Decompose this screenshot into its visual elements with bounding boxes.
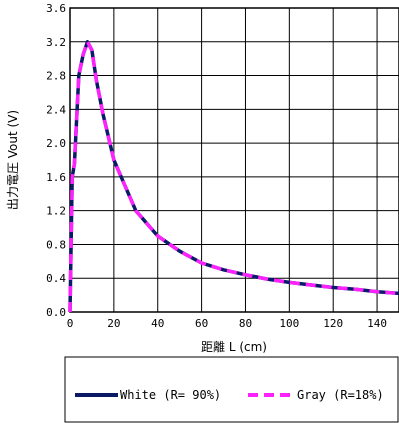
- legend: White (R= 90%) Gray (R=18%): [64, 356, 399, 423]
- x-axis-label: 距離 L (cm): [201, 340, 267, 354]
- y-tick-label: 0.4: [46, 272, 66, 285]
- x-tick-label: 140: [367, 317, 387, 330]
- y-tick-label: 3.2: [46, 36, 66, 49]
- x-tick-label: 40: [151, 317, 164, 330]
- y-tick-label: 1.2: [46, 205, 66, 218]
- x-tick-label: 80: [239, 317, 252, 330]
- plot-frame: [69, 7, 399, 313]
- x-tick-label: 100: [279, 317, 299, 330]
- x-tick-label: 20: [107, 317, 120, 330]
- y-tick-label: 2.4: [46, 103, 66, 116]
- legend-label-white: White (R= 90%): [120, 388, 221, 402]
- y-tick-label: 2.0: [46, 137, 66, 150]
- y-tick-label: 0.0: [46, 306, 66, 319]
- legend-label-gray: Gray (R=18%): [297, 388, 384, 402]
- y-tick-label: 2.8: [46, 70, 66, 83]
- x-tick-label: 0: [67, 317, 74, 330]
- x-tick-label: 60: [195, 317, 208, 330]
- legend-box: [64, 356, 399, 423]
- y-axis-label: 出力電圧 Vout (V): [6, 110, 20, 210]
- y-tick-label: 3.6: [46, 2, 66, 15]
- y-tick-label: 1.6: [46, 171, 66, 184]
- y-tick-label: 0.8: [46, 238, 66, 251]
- tick-labels: 0.0 0.4 0.8 1.2 1.6 2.0 2.4 2.8 3.2 3.6 0 20 40 60 80 1…: [46, 2, 387, 330]
- series-lines: [68, 40, 399, 313]
- series-line-gray: [68, 40, 399, 313]
- x-tick-label: 120: [323, 317, 343, 330]
